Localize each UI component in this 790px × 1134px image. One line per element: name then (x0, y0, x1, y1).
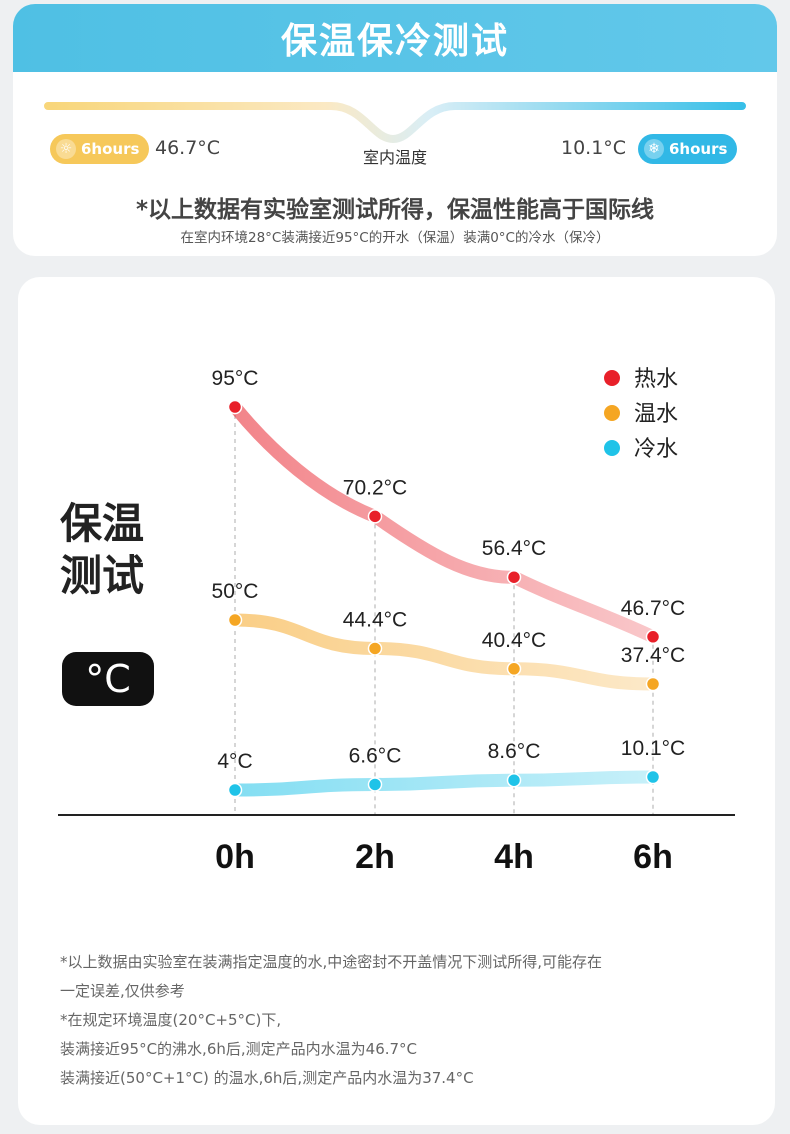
data-point (506, 772, 522, 788)
data-point (227, 612, 243, 628)
header-card: 保温保冷测试 ☼ 6hours 46.7°C 室内温度 10.1°C ❄ 6ho… (13, 4, 777, 256)
footnotes: *以上数据由实验室在装满指定温度的水,中途密封不开盖情况下测试所得,可能存在 一… (60, 948, 760, 1093)
legend-label: 热水 (634, 367, 678, 392)
legend-label: 冷水 (634, 437, 678, 462)
data-point (506, 569, 522, 585)
data-label: 40.4°C (482, 629, 546, 652)
footnote-line: 装满接近(50°C+1°C) 的温水,6h后,测定产品内水温为37.4°C (60, 1069, 474, 1087)
x-tick-label: 0h (215, 838, 255, 876)
footnote-line: 一定误差,仅供参考 (60, 982, 185, 1000)
data-label: 95°C (212, 367, 259, 390)
side-title-line1: 保温 (60, 499, 145, 548)
footnote-line: 装满接近95°C的沸水,6h后,测定产品内水温为46.7°C (60, 1040, 418, 1058)
data-label: 6.6°C (349, 744, 402, 767)
x-tick-label: 2h (355, 838, 395, 876)
data-point (227, 782, 243, 798)
sun-icon: ☼ (56, 139, 76, 159)
warm-duration-badge: ☼ 6hours (50, 134, 150, 164)
data-label: 56.4°C (482, 537, 546, 560)
snowflake-icon: ❄ (644, 139, 664, 159)
legend-marker (604, 440, 620, 456)
data-label: 44.4°C (343, 608, 407, 631)
chart-side-title: 保温 测试 (60, 498, 144, 602)
x-tick-label: 6h (633, 838, 673, 876)
legend-marker (604, 370, 620, 386)
temperature-gradient-bar (44, 102, 746, 144)
data-label: 8.6°C (488, 740, 541, 763)
data-label: 70.2°C (343, 476, 407, 499)
data-point (645, 629, 661, 645)
data-label: 37.4°C (621, 644, 685, 667)
series-line-热水 (228, 400, 660, 644)
footnote-line: *在规定环境温度(20°C+5°C)下, (60, 1011, 282, 1029)
legend-label: 温水 (634, 402, 678, 427)
footnote-line: *以上数据由实验室在装满指定温度的水,中途密封不开盖情况下测试所得,可能存在 (60, 953, 603, 971)
data-point (367, 509, 383, 524)
warm-temp: 46.7°C (155, 137, 221, 159)
data-point (367, 777, 383, 792)
data-point (227, 399, 243, 415)
series-line-温水 (228, 613, 660, 691)
cold-temp: 10.1°C (561, 137, 627, 159)
series-line-冷水 (228, 770, 660, 797)
data-label: 4°C (217, 750, 252, 773)
data-point (506, 661, 522, 677)
cold-duration-label: 6hours (669, 140, 728, 158)
data-point (645, 769, 661, 785)
page-title: 保温保冷测试 (280, 21, 509, 62)
side-title-line2: 测试 (60, 551, 145, 600)
test-note: *以上数据有实验室测试所得，保温性能高于国际线 (135, 197, 655, 223)
data-point (367, 641, 383, 656)
room-temp-label: 室内温度 (362, 148, 427, 167)
data-label: 10.1°C (621, 737, 685, 760)
unit-badge: °C (62, 652, 154, 706)
data-point (645, 676, 661, 692)
legend-marker (604, 405, 620, 421)
x-tick-label: 4h (494, 838, 534, 876)
cold-duration-badge: ❄ 6hours (638, 134, 738, 164)
data-label: 50°C (212, 580, 259, 603)
title-banner: 保温保冷测试 (13, 4, 777, 72)
test-condition-note: 在室内环境28°C装满接近95°C的开水（保温）装满0°C的冷水（保冷） (180, 230, 610, 246)
data-label: 46.7°C (621, 597, 685, 620)
warm-duration-label: 6hours (81, 140, 140, 158)
